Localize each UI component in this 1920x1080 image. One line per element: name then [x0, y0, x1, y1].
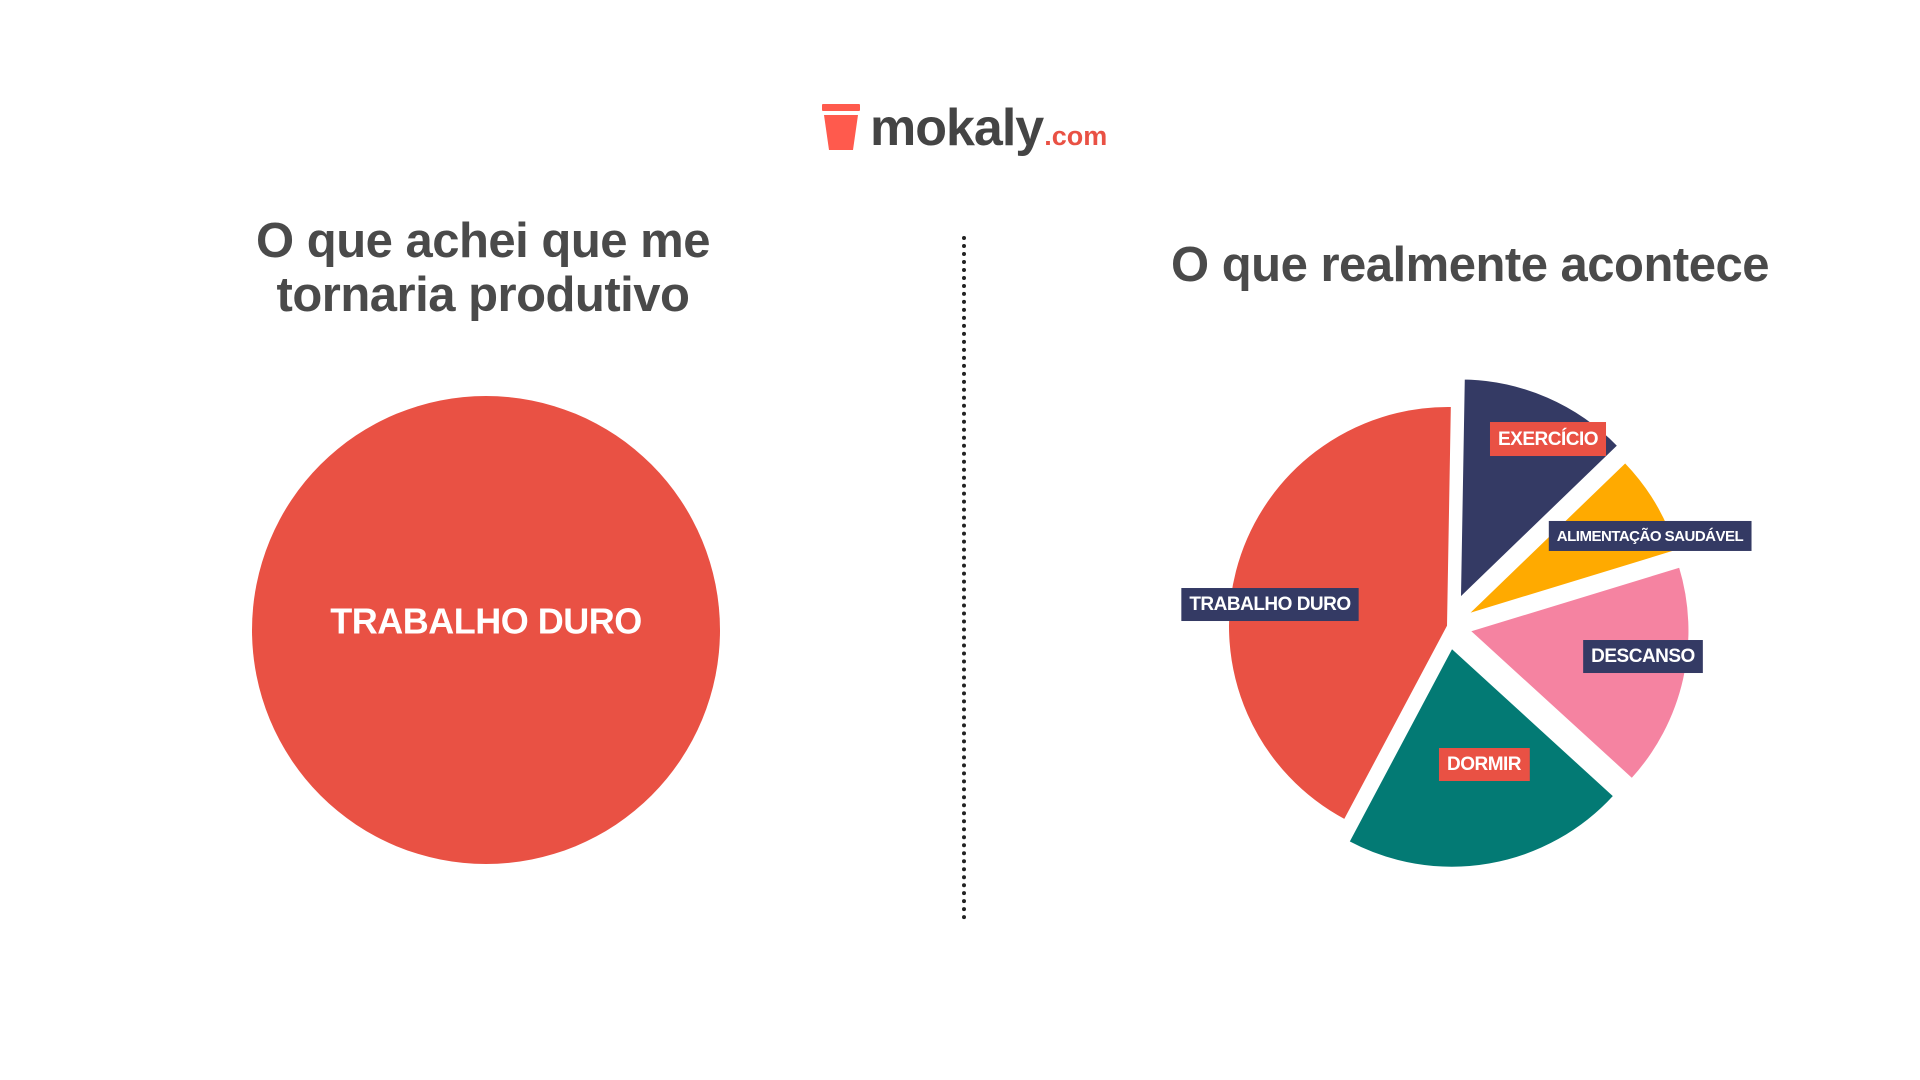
left-chart-title: O que achei que me tornaria produtivo [256, 214, 710, 322]
slice-label-alimentacao-saudavel: ALIMENTAÇÃO SAUDÁVEL [1557, 527, 1744, 545]
slice-label-box-descanso [1583, 640, 1703, 674]
slice-label-dormir: DORMIR [1447, 754, 1522, 775]
slice-label-box-exercicio [1489, 422, 1607, 457]
slice-label-box-alimentacao-saudavel [1548, 520, 1752, 551]
right-chart-title: O que realmente acontece [1170, 238, 1770, 292]
logo-wordmark: mokaly [870, 99, 1044, 157]
slice-label-box-trabalho-duro [1181, 588, 1359, 622]
pie-slice-trabalho-duro [252, 396, 720, 864]
slice-label-box-dormir [1438, 748, 1530, 782]
slice-label-exercicio: EXERCÍCIO [1498, 428, 1598, 450]
slice-label-descanso: DESCANSO [1591, 646, 1695, 667]
slice-label-trabalho-duro: TRABALHO DURO [330, 601, 641, 642]
dotted-divider [962, 236, 966, 920]
mokaly-logo[interactable]: mokaly .com [822, 98, 1107, 158]
flowerpot-icon [822, 104, 860, 150]
logo-domain: .com [1044, 121, 1108, 151]
pie-slice-descanso [1467, 565, 1691, 781]
slice-label-trabalho-duro: TRABALHO DURO [1189, 594, 1350, 615]
